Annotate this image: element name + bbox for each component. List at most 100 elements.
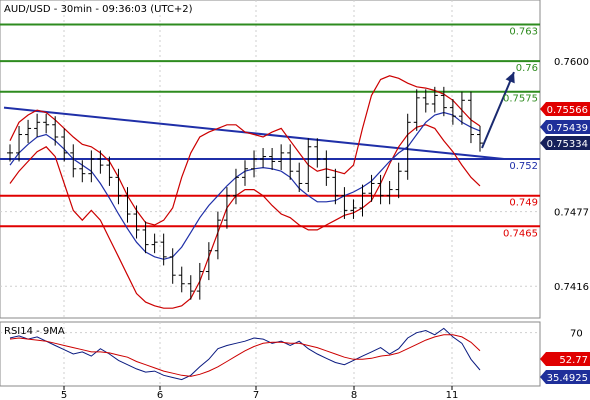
- price-bar: [395, 162, 402, 199]
- price-bar: [16, 125, 23, 162]
- price-bar: [242, 160, 248, 186]
- price-bar: [332, 168, 339, 205]
- price-bar: [43, 113, 50, 134]
- price-bar: [449, 99, 456, 125]
- rsi-tag: 52.77: [540, 352, 590, 366]
- price-bar: [133, 205, 140, 239]
- x-axis: 5 6 7 8 11: [61, 386, 459, 400]
- price-tick-label: 0.7600: [554, 57, 589, 68]
- rsi-title: RSI14 - 9MA: [4, 326, 65, 337]
- rsi-grid: [0, 322, 540, 386]
- price-bar: [106, 156, 113, 186]
- level-label: 0.7575: [503, 94, 538, 105]
- price-bar: [350, 199, 357, 219]
- price-tag: 0.75334: [540, 136, 590, 150]
- forecast-arrow: [481, 71, 515, 149]
- bollinger-upper: [9, 75, 481, 226]
- rsi-lines: [9, 327, 481, 381]
- level-label: 0.763: [509, 26, 538, 37]
- price-bar: [178, 266, 185, 293]
- level-label: 0.752: [509, 161, 538, 172]
- price-bar: [115, 168, 122, 205]
- price-bar: [223, 187, 230, 229]
- rsi-tag-bg: [540, 352, 590, 366]
- trendline: [3, 106, 505, 160]
- rsi-tag-label: 52.77: [559, 355, 588, 366]
- price-bar: [323, 150, 330, 186]
- price-tag-label: 0.75334: [547, 139, 588, 150]
- price-bar: [70, 144, 77, 178]
- price-bar: [79, 160, 86, 183]
- price-panel: 0.763 0.76 0.7575 0.752 0.749 0.7465: [0, 0, 541, 319]
- price-bar: [431, 86, 438, 113]
- price-tag-label: 0.75439: [547, 123, 588, 134]
- x-tick-label: 7: [253, 390, 259, 400]
- price-bars: [7, 86, 483, 300]
- price-bar: [214, 211, 221, 260]
- price-bar: [278, 144, 285, 171]
- price-bar: [232, 168, 239, 205]
- level-label: 0.749: [509, 198, 538, 209]
- price-bar: [97, 150, 104, 174]
- price-axis: 0.7600 0.7477 0.7416: [554, 57, 589, 293]
- x-tick-label: 5: [61, 390, 67, 400]
- price-bar: [458, 91, 465, 125]
- price-bar: [142, 221, 149, 254]
- price-bar: [260, 147, 267, 168]
- price-bar: [124, 187, 131, 223]
- bollinger-lower: [9, 124, 481, 309]
- price-bar: [359, 184, 366, 217]
- price-tags: 0.75566 0.75439 0.75334: [540, 102, 590, 150]
- rsi_ma-line: [9, 334, 481, 377]
- price-tag-label: 0.75566: [547, 105, 588, 116]
- rsi-axis: 70: [570, 329, 583, 340]
- bollinger-bands: [9, 75, 481, 309]
- level-label: 0.76: [516, 63, 538, 74]
- price-tag-bg: [540, 120, 590, 134]
- level-labels: 0.763 0.76 0.7575 0.752 0.749 0.7465: [503, 26, 538, 239]
- price-bar: [7, 144, 13, 162]
- x-tick-label: 6: [157, 390, 163, 400]
- price-bar: [413, 89, 420, 131]
- price-tag: 0.75566: [540, 102, 590, 116]
- price-bar: [88, 150, 95, 183]
- price-bar: [287, 144, 294, 180]
- rsi-tag-bg: [540, 370, 590, 384]
- price-bar: [251, 150, 258, 178]
- price-bar: [477, 125, 483, 152]
- chart-title: AUD/USD - 30min - 09:36:03 (UTC+2): [4, 4, 193, 15]
- price-bar: [314, 138, 321, 168]
- price-bar: [151, 233, 158, 254]
- rsi-tags: 52.77 35.4925: [540, 352, 590, 384]
- price-bar: [169, 248, 176, 284]
- rsi-tick-label: 70: [570, 329, 583, 340]
- price-tag: 0.75439: [540, 120, 590, 134]
- price-bar: [160, 233, 167, 266]
- price-bar: [305, 138, 312, 193]
- price-bar: [386, 181, 393, 205]
- rsi-line: [9, 327, 481, 381]
- level-label: 0.7465: [503, 228, 538, 239]
- price-tag-bg: [540, 136, 590, 150]
- rsi-panel: [0, 321, 541, 387]
- price-levels: [0, 23, 540, 228]
- price-bar: [368, 174, 375, 202]
- price-bar: [404, 113, 411, 180]
- price-bar: [269, 147, 276, 171]
- price-bar: [52, 116, 59, 146]
- price-bar: [205, 242, 212, 281]
- price-bar: [296, 162, 303, 193]
- price-bar: [341, 187, 348, 219]
- price-tick-label: 0.7477: [554, 208, 589, 219]
- arrow-head: [505, 72, 515, 84]
- arrow-shaft: [481, 71, 515, 149]
- price-bar: [34, 113, 41, 137]
- rsi-tag: 35.4925: [540, 370, 590, 384]
- price-bar: [196, 262, 203, 300]
- rsi-panel-frame: [0, 321, 541, 387]
- x-tick-label: 11: [446, 390, 459, 400]
- price-bar: [187, 275, 194, 300]
- price-bar: [377, 174, 384, 205]
- price-bar: [25, 119, 32, 144]
